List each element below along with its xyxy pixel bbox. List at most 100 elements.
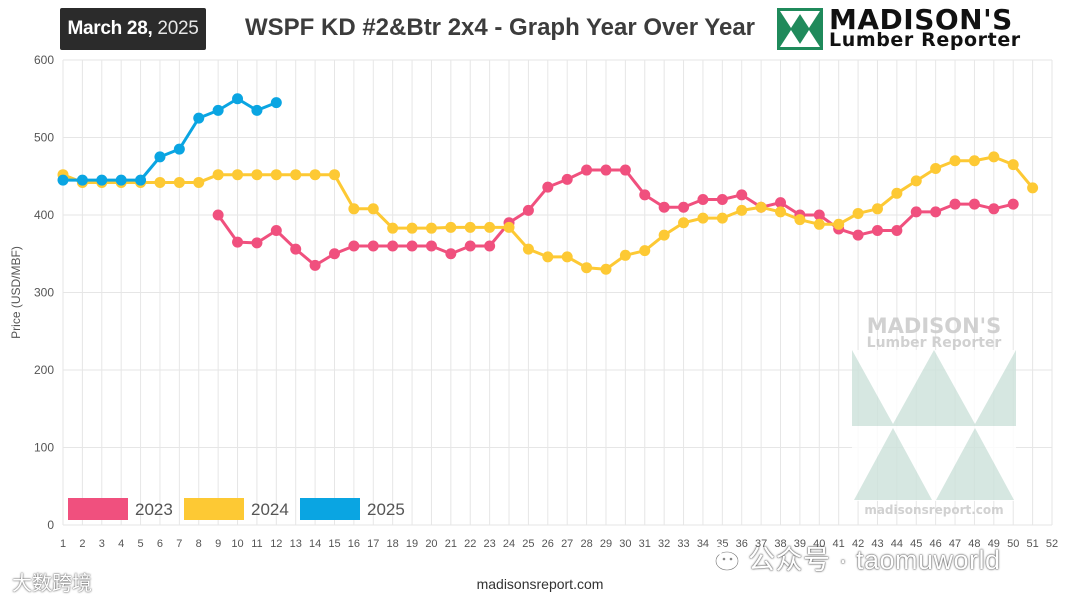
data-point [736,189,748,201]
madisons-logo: MADISON'S Lumber Reporter [777,3,1059,52]
data-point [57,174,69,186]
x-tick-label: 29 [600,538,612,550]
data-point [891,225,903,236]
grid-lines [62,59,1053,526]
logo-subtitle: Lumber Reporter [829,29,1021,51]
data-point [154,176,166,188]
x-tick-label: 6 [157,538,163,550]
x-tick-label: 3 [99,538,105,550]
data-point [522,243,534,255]
footer-url: madisonsreport.com [476,576,604,592]
x-tick-label: 25 [522,538,534,550]
x-tick-label: 8 [196,538,202,550]
watermark-subtitle: Lumber Reporter [867,335,1002,351]
x-tick-label: 49 [988,538,1000,550]
data-point [755,201,767,213]
watermark-tree-inverted [852,350,934,424]
data-point [484,221,496,233]
x-tick-label: 19 [406,538,418,550]
data-point [251,104,263,116]
data-point [464,221,476,233]
data-point [522,204,534,216]
data-point [581,164,593,176]
x-tick-label: 43 [871,538,883,550]
watermark-tree-inverted [934,350,1016,424]
data-point [367,240,379,252]
data-point [542,181,554,193]
x-tick-label: 13 [290,538,302,550]
data-point [775,206,787,218]
legend: 2023 2024 2025 [68,498,405,520]
x-tick-label: 30 [619,538,631,550]
x-tick-label: 40 [813,538,825,550]
x-tick-label: 46 [930,538,942,550]
data-point [930,163,942,174]
x-tick-label: 48 [968,538,980,550]
data-point [600,263,612,275]
data-point [736,204,748,216]
data-point [968,155,980,167]
data-point [813,218,825,230]
x-tick-label: 16 [348,538,360,550]
data-point [968,198,980,210]
data-point [193,112,205,124]
watermark-name: MADISON'S [867,314,1002,338]
data-point [251,169,263,181]
data-point [852,229,864,241]
data-point [212,104,224,116]
series-2024 [57,151,1039,275]
series-2023 [212,164,1019,271]
data-point [813,209,825,221]
data-point [503,221,515,233]
x-axis-ticks: 1 2 3 4 5 6 7 8 9 10 11 12 13 14 15 16 17 18 19 20 21 22 23 24 2… [60,538,1058,550]
data-point [716,212,728,224]
y-axis-label: Price (USD/MBF) [9,246,23,339]
legend-label: 2023 [135,500,173,519]
data-point [658,201,670,213]
legend-swatch [68,498,128,520]
data-point [988,203,1000,215]
x-tick-label: 44 [891,538,903,550]
data-point [988,151,1000,163]
y-tick-label: 500 [34,131,54,145]
watermark-tree [936,428,1014,500]
date-year: 2025 [157,18,199,39]
data-point [871,203,883,215]
x-tick-label: 24 [503,538,515,550]
watermark-right: 公众号 · taomuworld [702,538,1001,577]
data-point [639,189,651,201]
x-tick-label: 50 [1007,538,1019,550]
x-tick-label: 5 [138,538,144,550]
series-line-2025 [63,97,277,182]
watermark-left: 大数跨境 [12,573,92,595]
legend-item-2025: 2025 [300,498,405,520]
x-tick-label: 34 [697,538,709,550]
data-point [270,97,282,109]
data-point [464,240,476,252]
data-point [445,221,457,233]
x-tick-label: 28 [580,538,592,550]
data-point [367,203,379,215]
data-point [949,155,961,167]
y-tick-label: 200 [34,363,54,377]
x-tick-label: 1 [60,538,66,550]
data-point [232,169,244,181]
data-point [115,174,127,186]
data-point [852,207,864,219]
y-tick-label: 300 [34,286,54,300]
x-tick-label: 39 [794,538,806,550]
y-tick-label: 600 [34,53,54,67]
data-point [270,225,282,236]
logo-trees-icon [777,8,823,50]
data-point [406,240,418,252]
data-point [406,222,418,234]
x-tick-label: 37 [755,538,767,550]
x-tick-label: 52 [1046,538,1058,550]
data-point [619,164,631,176]
data-point [930,206,942,218]
data-point [581,262,593,274]
x-tick-label: 14 [309,538,321,550]
data-point [678,201,690,213]
data-point [135,174,147,186]
